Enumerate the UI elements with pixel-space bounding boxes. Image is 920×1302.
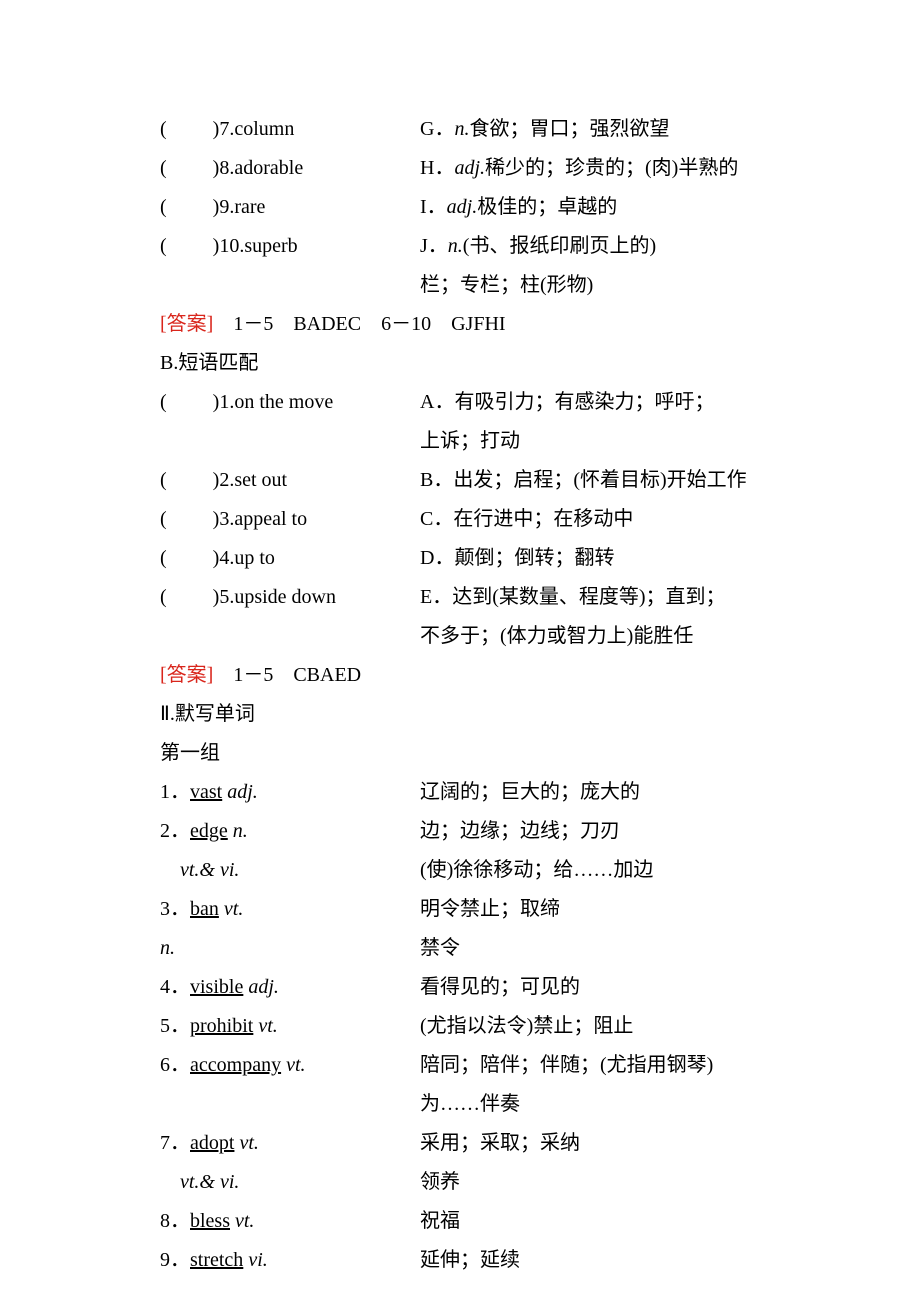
vocab-left: 7．adopt vt. — [160, 1124, 420, 1163]
vocab-row: 为……伴奏 — [160, 1085, 760, 1124]
vocab-def: 祝福 — [420, 1202, 760, 1241]
section-2-title: Ⅱ.默写单词 — [160, 695, 760, 734]
match-right: E．达到(某数量、程度等)；直到； — [420, 578, 760, 617]
vocab-left: 3．ban vt. — [160, 890, 420, 929]
match-row: 上诉；打动 — [160, 422, 760, 461]
match-row: 不多于；(体力或智力上)能胜任 — [160, 617, 760, 656]
vocab-row: n.禁令 — [160, 929, 760, 968]
vocab-row: 5．prohibit vt.(尤指以法令)禁止；阻止 — [160, 1007, 760, 1046]
match-left — [160, 422, 420, 461]
vocab-def: 陪同；陪伴；伴随；(尤指用钢琴) — [420, 1046, 760, 1085]
vocab-row: 1．vast adj.辽阔的；巨大的；庞大的 — [160, 773, 760, 812]
vocab-row: 4．visible adj.看得见的；可见的 — [160, 968, 760, 1007]
vocab-left: 6．accompany vt. — [160, 1046, 420, 1085]
match-row: ()9.rareI．adj.极佳的；卓越的 — [160, 188, 760, 227]
vocab-left: 2．edge n. — [160, 812, 420, 851]
vocab-row: vt.& vi.(使)徐徐移动；给……加边 — [160, 851, 760, 890]
match-row: ()10.superbJ．n.(书、报纸印刷页上的) — [160, 227, 760, 266]
vocab-def: 辽阔的；巨大的；庞大的 — [420, 773, 760, 812]
match-left: ()4.up to — [160, 539, 420, 578]
match-right: H．adj.稀少的；珍贵的；(肉)半熟的 — [420, 149, 760, 188]
match-right: G．n.食欲；胃口；强烈欲望 — [420, 110, 760, 149]
match-left: ()5.upside down — [160, 578, 420, 617]
vocab-left: vt.& vi. — [160, 1163, 420, 1202]
vocab-row: 6．accompany vt.陪同；陪伴；伴随；(尤指用钢琴) — [160, 1046, 760, 1085]
vocab-row: 7．adopt vt.采用；采取；采纳 — [160, 1124, 760, 1163]
vocab-row: 3．ban vt.明令禁止；取缔 — [160, 890, 760, 929]
vocab-def: 领养 — [420, 1163, 760, 1202]
match-row: ()8.adorableH．adj.稀少的；珍贵的；(肉)半熟的 — [160, 149, 760, 188]
vocab-row: 9．stretch vi.延伸；延续 — [160, 1241, 760, 1280]
vocab-def: 边；边缘；边线；刀刃 — [420, 812, 760, 851]
vocab-left: 5．prohibit vt. — [160, 1007, 420, 1046]
vocab-left: vt.& vi. — [160, 851, 420, 890]
match-row-tail: 栏；专栏；柱(形物) — [160, 266, 760, 305]
match-left: ()3.appeal to — [160, 500, 420, 539]
answer-line-b: [答案] 1－5 CBAED — [160, 656, 760, 695]
vocab-left: 1．vast adj. — [160, 773, 420, 812]
vocab-def: (尤指以法令)禁止；阻止 — [420, 1007, 760, 1046]
vocab-def: 延伸；延续 — [420, 1241, 760, 1280]
match-left: ()1.on the move — [160, 383, 420, 422]
answer-text: 1－5 CBAED — [213, 664, 361, 686]
match-row: ()3.appeal toC．在行进中；在移动中 — [160, 500, 760, 539]
vocab-def: 看得见的；可见的 — [420, 968, 760, 1007]
vocab-left: n. — [160, 929, 420, 968]
match-left: ()10.superb — [160, 227, 420, 266]
group-1-title: 第一组 — [160, 734, 760, 773]
vocab-left — [160, 1085, 420, 1124]
vocab-def: 采用；采取；采纳 — [420, 1124, 760, 1163]
vocab-row: vt.& vi.领养 — [160, 1163, 760, 1202]
match-left — [160, 617, 420, 656]
match-right: 不多于；(体力或智力上)能胜任 — [420, 617, 760, 656]
vocab-def: (使)徐徐移动；给……加边 — [420, 851, 760, 890]
match-right: D．颠倒；倒转；翻转 — [420, 539, 760, 578]
match-right: 上诉；打动 — [420, 422, 760, 461]
match-left: ()7.column — [160, 110, 420, 149]
vocab-def: 禁令 — [420, 929, 760, 968]
match-left: ()2.set out — [160, 461, 420, 500]
match-right: C．在行进中；在移动中 — [420, 500, 760, 539]
match-left: ()8.adorable — [160, 149, 420, 188]
empty-left — [160, 266, 420, 305]
vocab-row: 2．edge n.边；边缘；边线；刀刃 — [160, 812, 760, 851]
match-row: ()7.columnG．n.食欲；胃口；强烈欲望 — [160, 110, 760, 149]
match-right: I．adj.极佳的；卓越的 — [420, 188, 760, 227]
match-def-tail: 栏；专栏；柱(形物) — [420, 266, 760, 305]
answer-text: 1－5 BADEC 6－10 GJFHI — [213, 313, 505, 335]
match-right: B．出发；启程；(怀着目标)开始工作 — [420, 461, 760, 500]
vocab-left: 9．stretch vi. — [160, 1241, 420, 1280]
match-row: ()5.upside downE．达到(某数量、程度等)；直到； — [160, 578, 760, 617]
vocab-left: 4．visible adj. — [160, 968, 420, 1007]
vocab-row: 8．bless vt.祝福 — [160, 1202, 760, 1241]
match-row: ()4.up toD．颠倒；倒转；翻转 — [160, 539, 760, 578]
match-right: A．有吸引力；有感染力；呼吁； — [420, 383, 760, 422]
match-row: ()1.on the moveA．有吸引力；有感染力；呼吁； — [160, 383, 760, 422]
match-right: J．n.(书、报纸印刷页上的) — [420, 227, 760, 266]
answer-label: [答案] — [160, 664, 213, 686]
section-b-title: B.短语匹配 — [160, 344, 760, 383]
match-left: ()9.rare — [160, 188, 420, 227]
answer-label: [答案] — [160, 313, 213, 335]
vocab-def: 明令禁止；取缔 — [420, 890, 760, 929]
match-row: ()2.set outB．出发；启程；(怀着目标)开始工作 — [160, 461, 760, 500]
vocab-def: 为……伴奏 — [420, 1085, 760, 1124]
answer-line-a: [答案] 1－5 BADEC 6－10 GJFHI — [160, 305, 760, 344]
vocab-left: 8．bless vt. — [160, 1202, 420, 1241]
